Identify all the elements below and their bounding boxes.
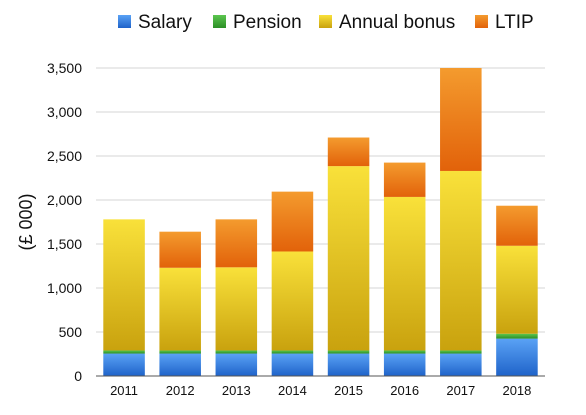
x-tick-label: 2016 — [390, 383, 419, 398]
bar-ltip-2018 — [496, 205, 538, 246]
bar-pension-2018 — [496, 333, 538, 339]
y-axis-label: (£ 000) — [16, 193, 36, 250]
bar-pension-2012 — [159, 350, 201, 354]
bar-ltip-2015 — [327, 137, 370, 167]
legend-swatch-pension — [213, 15, 226, 28]
bar-salary-2016 — [383, 353, 426, 376]
x-tick-label: 2012 — [166, 383, 195, 398]
bar-pension-2017 — [440, 350, 482, 354]
legend-swatch-ltip — [475, 15, 488, 28]
x-tick-label: 2014 — [278, 383, 307, 398]
bar-annual-bonus-2012 — [159, 267, 201, 351]
axes: 0 500 1,000 1,500 2,000 2,500 3,000 3,500 2011 20… — [47, 60, 545, 398]
legend-label: Annual bonus — [339, 12, 455, 33]
bar-salary-2015 — [327, 353, 370, 376]
bar-ltip-2013 — [215, 219, 258, 268]
bar-ltip-2017 — [440, 68, 482, 171]
legend-swatch-salary — [118, 15, 131, 28]
x-tick-label: 2011 — [110, 383, 138, 398]
bar-pension-2016 — [383, 350, 426, 354]
bar-salary-2014 — [271, 353, 314, 376]
bar-annual-bonus-2013 — [215, 267, 258, 351]
x-tick-label: 2015 — [334, 383, 363, 398]
bar-pension-2014 — [271, 350, 314, 354]
bar-salary-2012 — [159, 353, 201, 376]
x-tick-label: 2017 — [446, 383, 475, 398]
bar-salary-2011 — [103, 353, 145, 376]
y-tick-label: 3,000 — [47, 104, 82, 120]
y-tick-label: 2,500 — [47, 148, 82, 164]
y-tick-label: 1,000 — [47, 280, 82, 296]
bar-annual-bonus-2014 — [271, 251, 314, 351]
y-tick-label: 3,500 — [47, 60, 82, 76]
y-tick-label: 2,000 — [47, 192, 82, 208]
bar-annual-bonus-2018 — [496, 245, 538, 334]
bar-pension-2013 — [215, 350, 258, 354]
y-tick-label: 1,500 — [47, 236, 82, 252]
legend-label: Pension — [233, 12, 302, 33]
legend-label: LTIP — [495, 12, 534, 33]
bar-salary-2017 — [440, 353, 482, 376]
bar-salary-2018 — [496, 338, 538, 376]
bar-ltip-2012 — [159, 231, 201, 268]
legend-swatch-annual-bonus — [319, 15, 332, 28]
y-tick-label: 500 — [59, 324, 83, 340]
bar-pension-2015 — [327, 350, 370, 354]
bar-annual-bonus-2015 — [327, 166, 370, 351]
legend: Salary Pension Annual bonus LTIP — [118, 12, 534, 33]
bars — [103, 68, 538, 376]
x-tick-label: 2013 — [222, 383, 251, 398]
bar-annual-bonus-2017 — [440, 170, 482, 351]
bar-annual-bonus-2016 — [383, 196, 426, 351]
bar-ltip-2016 — [383, 162, 426, 197]
bar-annual-bonus-2011 — [103, 219, 145, 351]
bar-salary-2013 — [215, 353, 258, 376]
legend-label: Salary — [138, 12, 192, 33]
bar-ltip-2014 — [271, 191, 314, 252]
y-tick-label: 0 — [74, 368, 82, 384]
x-tick-label: 2018 — [502, 383, 531, 398]
bar-pension-2011 — [103, 350, 145, 354]
